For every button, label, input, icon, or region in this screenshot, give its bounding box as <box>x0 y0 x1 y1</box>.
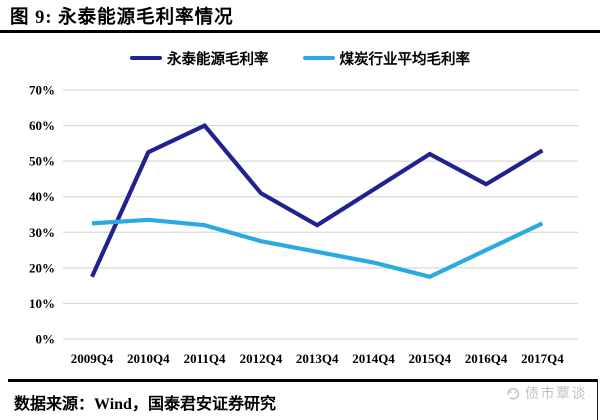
y-tick-label: 30% <box>29 225 55 240</box>
watermark-text: 债市覃谈 <box>525 387 587 402</box>
y-tick-label: 0% <box>36 332 56 347</box>
legend-item-0: 永泰能源毛利率 <box>130 48 269 69</box>
x-tick-label: 2009Q4 <box>71 351 114 366</box>
x-tick-label: 2014Q4 <box>352 351 395 366</box>
line-chart: 0% 10% 20% 30% 40% 50% 60% 70% 2009Q4 2010Q4 2011Q… <box>29 83 578 366</box>
watermark: 债市覃谈 <box>504 383 587 403</box>
y-tick-label: 60% <box>29 118 55 133</box>
x-tick-label: 2012Q4 <box>240 351 283 366</box>
chart-legend: 永泰能源毛利率 煤炭行业平均毛利率 <box>0 48 600 68</box>
y-tick-label: 50% <box>29 154 55 169</box>
x-tick-label: 2016Q4 <box>465 351 508 366</box>
legend-label: 永泰能源毛利率 <box>167 51 269 68</box>
x-tick-label: 2010Q4 <box>127 351 170 366</box>
y-tick-label: 40% <box>29 189 55 204</box>
footer-divider <box>8 379 598 382</box>
x-tick-label: 2013Q4 <box>296 351 339 366</box>
title-divider <box>0 30 600 33</box>
y-tick-label: 70% <box>29 83 55 98</box>
series-line-0 <box>90 122 544 278</box>
legend-item-1: 煤炭行业平均毛利率 <box>302 48 471 69</box>
data-source-text: 数据来源：Wind，国泰君安证券研究 <box>14 396 276 413</box>
series-line-1 <box>91 217 544 279</box>
legend-swatch-icon <box>130 56 162 60</box>
x-tick-label: 2015Q4 <box>408 351 451 366</box>
legend-label: 煤炭行业平均毛利率 <box>339 51 471 68</box>
y-tick-label: 10% <box>29 296 55 311</box>
x-tick-label: 2017Q4 <box>521 351 564 366</box>
legend-swatch-icon <box>302 56 335 60</box>
figure-title: 图 9: 永泰能源毛利率情况 <box>10 8 234 28</box>
brand-icon <box>507 387 520 400</box>
footer-right-border <box>596 379 598 420</box>
x-tick-label: 2011Q4 <box>184 351 226 366</box>
y-tick-label: 20% <box>29 260 55 275</box>
